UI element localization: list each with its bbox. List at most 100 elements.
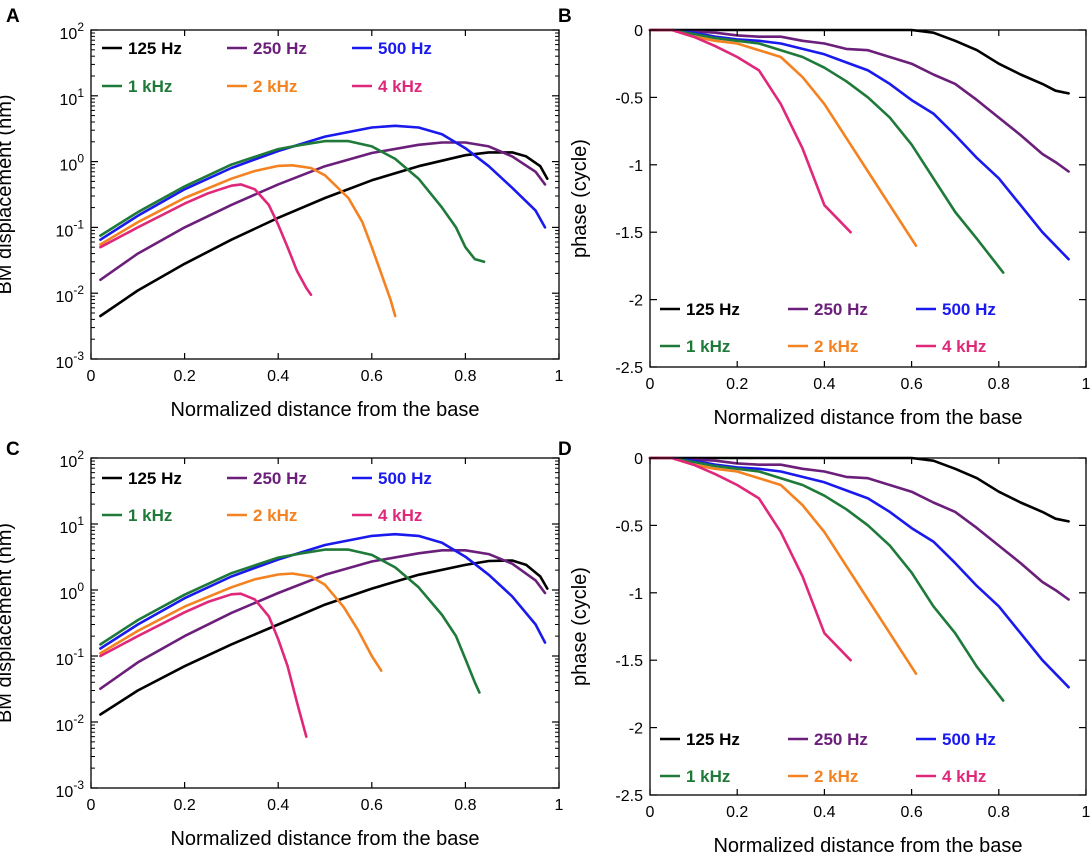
x-tick-label: 0 [87,797,96,814]
y-tick-base: 10 [60,520,78,537]
series-line-250-hz [99,141,547,282]
legend-label: 4 kHz [378,506,422,525]
y-tick-exponent: 0 [77,152,84,166]
x-axis-label: Normalized distance from the base [713,835,1022,857]
y-tick-label: 101 [60,86,85,109]
series-line-125-hz [99,151,549,318]
y-tick-exponent: 1 [77,514,84,528]
series-line-4-khz [648,456,852,662]
y-tick-label: 0 [634,451,643,468]
y-tick-exponent: -2 [73,283,84,297]
axes-frame [649,457,1087,796]
y-tick-base: 10 [60,92,78,109]
y-tick-base: 10 [60,26,78,43]
series-line-2-khz [99,164,397,318]
y-axis-label: BM displacement (nm) [0,94,16,294]
legend-label: 250 Hz [253,469,307,488]
x-axis-label: Normalized distance from the base [170,828,479,850]
legend-label: 500 Hz [942,300,996,319]
y-tick-label: 100 [60,580,85,603]
axes-frame [649,29,1087,368]
panel-a: A 0 0.2 0.4 0.6 0.8 1 Normalized distance from … [0,6,564,421]
y-axis-label: phase (cycle) [569,567,591,686]
series-line-1-khz [99,139,486,264]
x-tick-label: 0.8 [454,368,476,385]
x-tick-label: 1 [555,368,564,385]
legend-label: 125 Hz [128,469,182,488]
legend-label: 2 kHz [814,767,858,786]
y-tick-label: -2 [629,721,643,738]
legend-label: 1 kHz [686,767,730,786]
y-tick-label: -2.5 [615,360,643,377]
legend-label: 1 kHz [128,77,172,96]
x-tick-label: 0 [646,804,655,821]
y-tick-exponent: -1 [73,217,84,231]
legend-label: 2 kHz [253,77,297,96]
series-line-2-khz [648,456,918,675]
y-axis-label: BM displacement (nm) [0,523,16,723]
x-tick-label: 0.2 [173,797,195,814]
y-tick-base: 10 [60,158,78,175]
y-tick-base: 10 [56,718,74,735]
y-tick-base: 10 [56,223,74,240]
y-tick-label: 10-3 [56,349,85,372]
legend-label: 4 kHz [942,337,986,356]
y-tick-label: -0.5 [615,90,643,107]
series-line-500-hz [648,456,1070,689]
legend-label: 2 kHz [814,337,858,356]
series-line-4-khz [99,183,313,296]
y-tick-base: 10 [56,355,74,372]
series-line-4-khz [99,592,308,738]
y-axis-label: phase (cycle) [569,139,591,258]
x-tick-label: 1 [555,797,564,814]
series-line-1-khz [648,28,1005,274]
y-tick-label: 10-1 [56,217,85,240]
legend-label: 250 Hz [253,39,307,58]
series-line-500-hz [99,532,547,650]
y-tick-label: -2 [629,293,643,310]
y-tick-label: 10-3 [56,778,85,801]
legend-label: 125 Hz [128,39,182,58]
series-line-250-hz [648,456,1070,601]
y-tick-exponent: 0 [77,580,84,594]
legend: 125 Hz 250 Hz 500 Hz 1 kHz 2 kHz 4 kHz [660,300,996,356]
y-tick-base: 10 [56,289,74,306]
x-tick-label: 0.6 [900,804,922,821]
y-tick-label: 101 [60,514,85,537]
x-tick-label: 0.8 [454,797,476,814]
legend-label: 500 Hz [378,469,432,488]
x-tick-label: 0.6 [361,797,383,814]
y-tick-label: -0.5 [615,518,643,535]
y-tick-label: 102 [60,448,85,471]
x-tick-label: 1 [1082,376,1091,393]
axes-frame [90,457,560,789]
legend-label: 4 kHz [942,767,986,786]
legend-label: 1 kHz [128,506,172,525]
y-tick-label: 0 [634,23,643,40]
panel-d: D 0 0.2 0.4 0.6 0.8 1 Normalized distance from … [558,439,1091,857]
y-tick-exponent: 2 [77,20,84,34]
panel-b: B 0 0.2 0.4 0.6 0.8 1 Normalized distance from … [558,6,1091,429]
legend-label: 1 kHz [686,337,730,356]
x-tick-label: 0.4 [267,368,289,385]
panel-label: C [6,439,20,460]
y-tick-label: 10-1 [56,646,85,669]
axes-frame [90,29,560,360]
legend-label: 250 Hz [814,730,868,749]
series-line-500-hz [99,124,547,241]
legend-label: 2 kHz [253,506,297,525]
x-tick-label: 0 [87,368,96,385]
y-tick-exponent: -1 [73,646,84,660]
y-tick-exponent: -3 [73,349,84,363]
x-tick-label: 0.2 [173,368,195,385]
y-tick-exponent: -3 [73,778,84,792]
panel-label: B [558,6,572,27]
y-tick-label: -1.5 [615,225,643,242]
y-tick-label: -1.5 [615,653,643,670]
y-tick-label: 100 [60,152,85,175]
y-tick-exponent: 1 [77,86,84,100]
x-tick-label: 0 [646,376,655,393]
x-tick-label: 1 [1082,804,1091,821]
series-line-2-khz [99,572,383,672]
